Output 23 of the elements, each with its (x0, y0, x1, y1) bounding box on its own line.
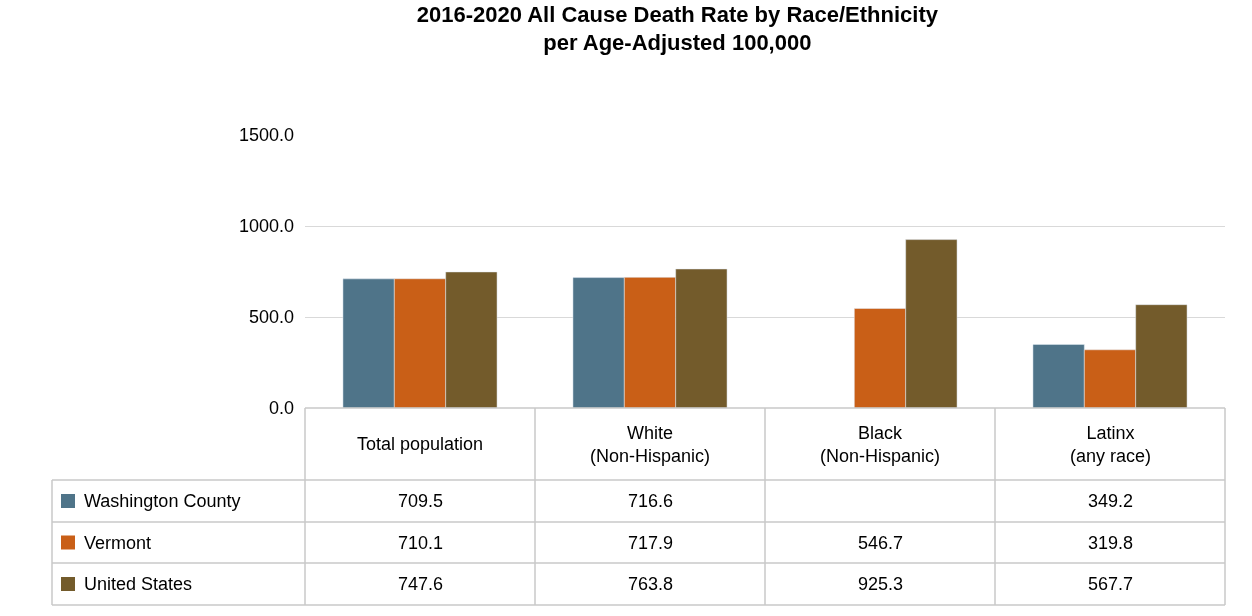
data-label: 567.7 (1088, 574, 1134, 594)
x-tick-label: Total population (357, 434, 484, 454)
y-tick-label: 1000.0 (238, 216, 294, 237)
y-tick-label: 0.0 (268, 398, 294, 419)
legend-label: United States (84, 574, 193, 594)
x-tick-label: White (Non-Hispanic) (590, 423, 711, 467)
y-tick-label: 500.0 (248, 307, 294, 328)
data-label: 717.9 (628, 533, 674, 553)
data-label: 716.6 (628, 491, 674, 511)
data-label: 710.1 (398, 533, 444, 553)
data-label: 709.5 (398, 491, 444, 511)
x-tick-label: Latinx (any race) (1070, 423, 1152, 467)
data-label: 763.8 (628, 574, 674, 594)
y-tick-label: 1500.0 (238, 125, 294, 146)
legend-label: Washington County (84, 491, 241, 511)
legend-label: Vermont (84, 533, 152, 553)
data-label: 546.7 (858, 533, 904, 553)
data-label: 319.8 (1088, 533, 1134, 553)
data-label: 747.6 (398, 574, 444, 594)
data-label: 349.2 (1088, 491, 1134, 511)
x-tick-label: Black (Non-Hispanic) (820, 423, 941, 467)
data-label: 925.3 (858, 574, 904, 594)
chart-title: 2016-2020 All Cause Death Rate by Race/Ethnicity per Age-Adjusted 100,000 (416, 1, 939, 56)
